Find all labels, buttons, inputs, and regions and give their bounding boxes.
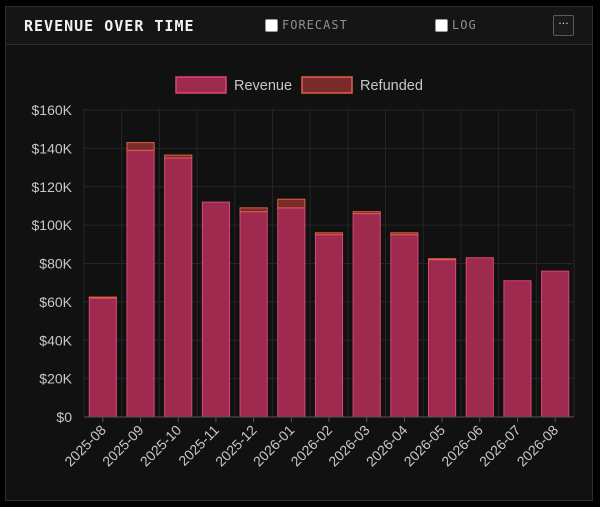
forecast-toggle[interactable]: FORECAST bbox=[265, 18, 348, 32]
bar-chart: $0 $20K $40K $60K $80K $100K $120K $140K $160K 2… bbox=[32, 76, 575, 470]
bar-revenue bbox=[465, 257, 494, 418]
legend-swatch bbox=[301, 76, 353, 94]
y-tick-label: $100K bbox=[32, 217, 73, 233]
legend: Revenue Refunded bbox=[175, 76, 423, 94]
y-axis: $0 $20K $40K $60K $80K $100K $120K $140K $160K bbox=[32, 102, 73, 425]
panel-title: REVENUE OVER TIME bbox=[24, 17, 195, 35]
panel-header: REVENUE OVER TIME FORECAST LOG ··· bbox=[6, 7, 592, 45]
bar-refunded bbox=[126, 142, 155, 151]
bar-refunded bbox=[239, 207, 268, 213]
legend-swatch bbox=[175, 76, 227, 94]
y-tick-label: $80K bbox=[39, 256, 72, 272]
bar-revenue bbox=[390, 234, 419, 418]
bars bbox=[88, 142, 570, 418]
x-tick-label: 2026-08 bbox=[514, 422, 562, 470]
bar-revenue bbox=[428, 259, 457, 418]
y-tick-label: $0 bbox=[56, 409, 72, 425]
log-checkbox[interactable] bbox=[435, 18, 448, 32]
bar-revenue bbox=[541, 270, 570, 418]
y-tick-label: $160K bbox=[32, 102, 73, 118]
log-label: LOG bbox=[452, 18, 477, 32]
bar-revenue bbox=[164, 157, 193, 418]
ellipsis-icon: ··· bbox=[558, 17, 569, 30]
y-tick-label: $140K bbox=[32, 140, 73, 156]
bar-revenue bbox=[126, 149, 155, 418]
y-tick-label: $40K bbox=[39, 332, 72, 348]
bar-revenue bbox=[88, 297, 117, 418]
forecast-label: FORECAST bbox=[282, 18, 348, 32]
bar-revenue bbox=[352, 213, 381, 418]
bar-refunded bbox=[352, 211, 381, 215]
y-tick-label: $120K bbox=[32, 179, 73, 195]
bar-refunded bbox=[164, 154, 193, 159]
y-tick-label: $20K bbox=[39, 371, 72, 387]
bar-revenue bbox=[277, 207, 306, 418]
bar-revenue bbox=[503, 280, 532, 418]
x-axis: 2025-082025-092025-102025-112025-122026-… bbox=[61, 416, 574, 470]
legend-label: Refunded bbox=[360, 78, 423, 94]
bar-revenue bbox=[314, 234, 344, 418]
bar-refunded bbox=[88, 296, 117, 299]
log-toggle[interactable]: LOG bbox=[435, 18, 477, 32]
bar-revenue bbox=[239, 211, 268, 418]
bar-refunded bbox=[390, 232, 419, 236]
more-options-button[interactable]: ··· bbox=[553, 15, 574, 36]
forecast-checkbox[interactable] bbox=[265, 18, 278, 32]
bar-refunded bbox=[428, 258, 457, 261]
y-tick-label: $60K bbox=[39, 294, 72, 310]
x-tick-label: 2025-10 bbox=[137, 422, 185, 470]
bar-revenue bbox=[201, 201, 230, 418]
chart-panel: REVENUE OVER TIME FORECAST LOG ··· $0 $20… bbox=[5, 6, 593, 501]
legend-label: Revenue bbox=[234, 78, 292, 94]
bar-refunded bbox=[314, 232, 344, 236]
bar-refunded bbox=[277, 198, 306, 209]
